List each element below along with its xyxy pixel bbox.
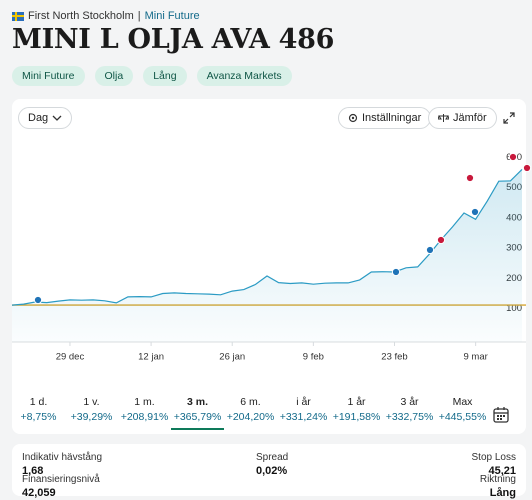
- tag[interactable]: Mini Future: [12, 66, 85, 86]
- flag-icon: [12, 11, 24, 21]
- kf-label: Stop Loss: [471, 452, 516, 463]
- period-change: +332,75%: [385, 411, 434, 423]
- period-tab[interactable]: 3 år +332,75%: [383, 396, 436, 430]
- period-label: 1 d.: [29, 396, 48, 408]
- tag[interactable]: Lång: [143, 66, 187, 86]
- period-tab[interactable]: 1 v. +39,29%: [65, 396, 118, 430]
- key-figure: Stop Loss 45,21: [472, 452, 516, 477]
- period-change: +208,91%: [120, 411, 169, 423]
- interval-label: Dag: [28, 112, 49, 124]
- period-change: +39,29%: [70, 411, 113, 423]
- chevron-icon: [52, 115, 62, 121]
- page-title: MINI L OLJA AVA 486: [12, 24, 335, 55]
- compare-label: Jämför: [453, 112, 487, 124]
- interval-dropdown[interactable]: Dag: [18, 107, 73, 129]
- period-change: +191,58%: [332, 411, 381, 423]
- period-label: 3 år: [400, 396, 419, 408]
- trade-marker: [33, 295, 43, 305]
- period-change: +445,55%: [438, 411, 487, 423]
- kf-label: Spread: [256, 452, 289, 463]
- exchange: First North Stockholm: [28, 10, 134, 22]
- area: [12, 169, 522, 342]
- tag[interactable]: Avanza Markets: [196, 66, 292, 86]
- period-label: 1 v.: [83, 396, 100, 408]
- trade-marker: [436, 235, 446, 245]
- period-tab[interactable]: 1 m. +208,91%: [118, 396, 171, 430]
- tag[interactable]: Olja: [94, 66, 134, 86]
- kf-value: 42,059: [22, 487, 56, 499]
- period-tab[interactable]: 1 d. +8,75%: [12, 396, 65, 430]
- period-tab[interactable]: 1 år +191,58%: [330, 396, 383, 430]
- key-figure: Riktning Lång: [480, 474, 516, 499]
- key-figure: Indikativ hävstång 1,68: [22, 452, 102, 477]
- trade-marker: [425, 245, 435, 255]
- breadcrumb: First North Stockholm | Mini Future: [12, 10, 200, 22]
- kf-value: 0,02%: [256, 465, 288, 477]
- period-label: Max: [452, 396, 473, 408]
- x-tick-label: 26 jan: [219, 352, 245, 363]
- kf-label: Riktning: [479, 474, 516, 485]
- key-figure: Spread 0,02%: [256, 452, 288, 477]
- kf-label: Finansieringsnivå: [22, 474, 100, 485]
- calendar-icon[interactable]: [492, 406, 510, 424]
- period-label: 6 m.: [240, 396, 261, 408]
- kf-value: 45,21: [488, 465, 516, 477]
- settings-label: Inställningar: [362, 112, 422, 124]
- period-label: 1 m.: [134, 396, 155, 408]
- tag-list: Mini Future Olja Lång Avanza Markets: [12, 66, 292, 86]
- trade-marker: [522, 163, 532, 173]
- key-figure: Finansieringsnivå 42,059: [22, 474, 100, 499]
- period-tab[interactable]: i år +331,24%: [277, 396, 330, 430]
- period-change: +365,79%: [173, 411, 222, 423]
- period-label: 1 år: [347, 396, 366, 408]
- category-link[interactable]: Mini Future: [144, 10, 200, 22]
- x-tick-label: 29 dec: [56, 352, 85, 363]
- period-tab[interactable]: 6 m. +204,20%: [224, 396, 277, 430]
- key-figures-card: [12, 444, 526, 496]
- x-tick-label: 23 feb: [381, 352, 407, 363]
- kf-label: Indikativ hävstång: [22, 452, 103, 463]
- period-label: 3 m.: [186, 396, 208, 408]
- expand-icon[interactable]: [503, 112, 515, 124]
- period-tabs: 1 d. +8,75% 1 v. +39,29% 1 m. +208,91% 3 m. +36…: [12, 396, 489, 430]
- trade-marker: [508, 152, 518, 162]
- x-tick-label: 12 jan: [138, 352, 164, 363]
- separator: |: [137, 10, 141, 22]
- kf-value: Lång: [489, 487, 516, 499]
- kf-value: 1,68: [22, 465, 44, 477]
- price-line: [11, 168, 523, 306]
- period-change: +8,75%: [20, 411, 57, 423]
- period-change: +331,24%: [279, 411, 328, 423]
- compare-button[interactable]: Jämför: [428, 107, 497, 129]
- period-tab[interactable]: 3 m. +365,79%: [171, 396, 224, 430]
- scale-icon: [438, 114, 449, 122]
- trade-marker: [470, 207, 480, 217]
- period-tab[interactable]: Max +445,55%: [436, 396, 489, 430]
- trade-marker: [391, 267, 401, 277]
- x-tick-label: 9 feb: [303, 352, 324, 363]
- trade-marker: [465, 173, 475, 183]
- period-change: +204,20%: [226, 411, 275, 423]
- gear-icon: [348, 113, 358, 123]
- settings-button[interactable]: Inställningar: [338, 107, 432, 129]
- x-tick-label: 9 mar: [463, 352, 487, 363]
- period-label: i år: [296, 396, 311, 408]
